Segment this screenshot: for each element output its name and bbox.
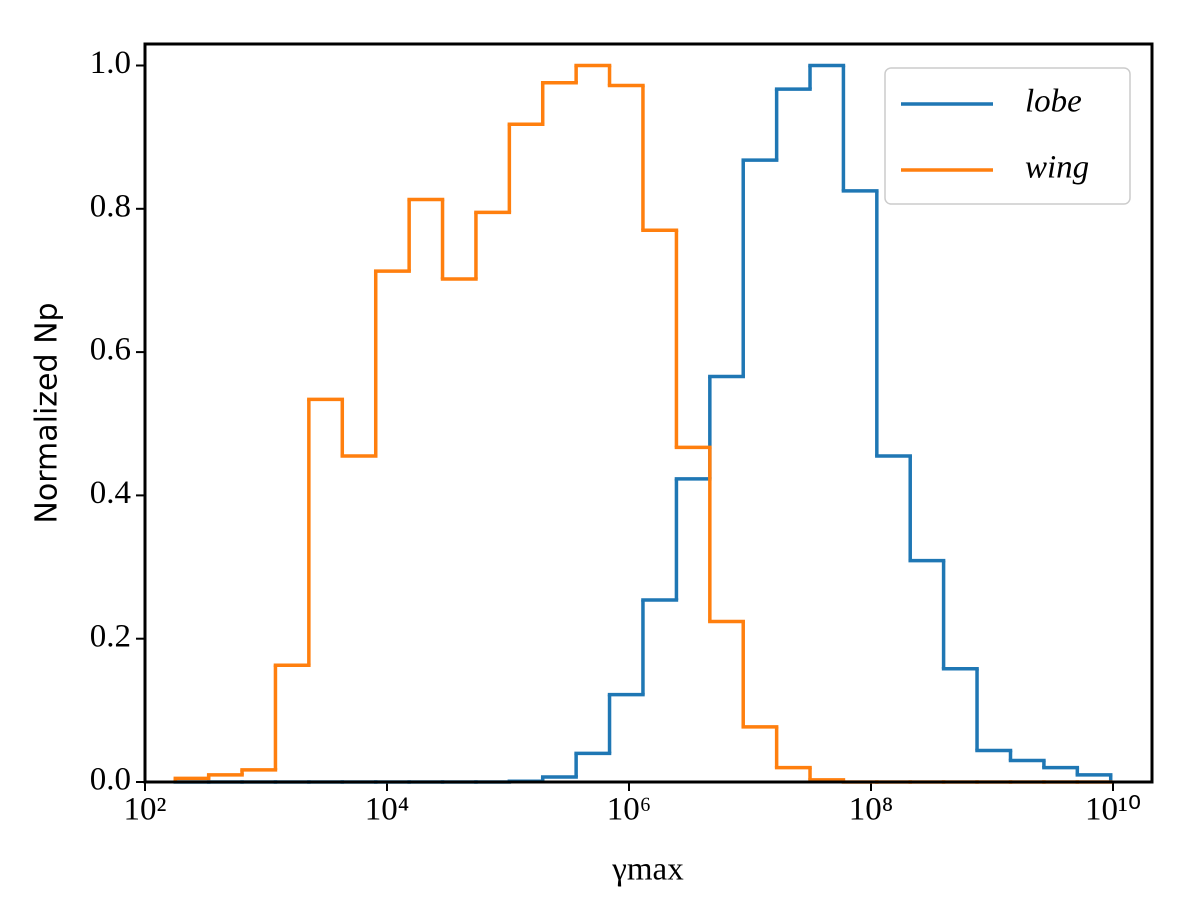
y-axis-label: Normalized Np xyxy=(30,302,65,523)
legend-box xyxy=(884,67,1131,205)
y-tick-label: 0.8 xyxy=(90,188,131,224)
x-tick-label: 10⁸ xyxy=(849,792,894,828)
x-tick-label: 10⁴ xyxy=(365,792,410,828)
plot-frame xyxy=(143,42,1154,784)
x-axis-label: γmax xyxy=(611,852,684,888)
x-tick-label: 10² xyxy=(124,792,167,828)
y-tick-label: 0.0 xyxy=(90,762,131,798)
legend-label: lobe xyxy=(1025,84,1082,120)
x-tick-label: 10⁶ xyxy=(607,792,652,828)
y-tick-label: 0.6 xyxy=(90,332,131,368)
y-tick-label: 0.4 xyxy=(90,475,131,511)
y-tick-label: 0.2 xyxy=(90,618,131,654)
legend-label: wing xyxy=(1025,150,1089,186)
y-tick-label: 1.0 xyxy=(90,45,131,81)
x-tick-label: 10¹⁰ xyxy=(1085,792,1141,828)
